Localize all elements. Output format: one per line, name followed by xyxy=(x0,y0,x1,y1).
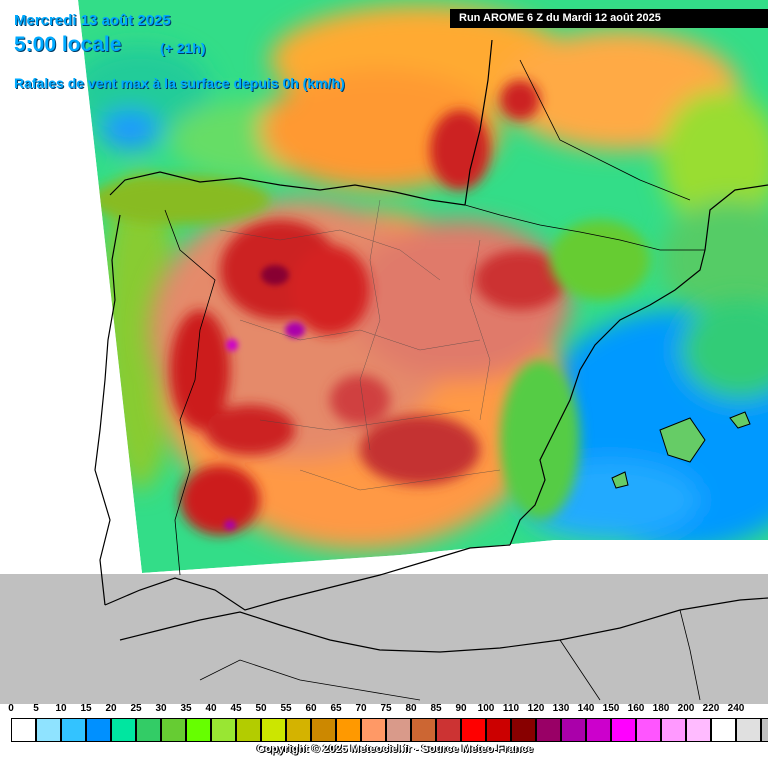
regional-boundaries xyxy=(219,199,501,491)
legend-swatch xyxy=(586,718,611,742)
legend-swatch xyxy=(611,718,636,742)
legend-label: 75 xyxy=(380,703,392,714)
legend-swatch xyxy=(286,718,311,742)
legend-swatch xyxy=(161,718,186,742)
legend-label: 35 xyxy=(180,703,192,714)
legend-label: 20 xyxy=(105,703,117,714)
legend-swatch xyxy=(686,718,711,742)
legend-swatch xyxy=(561,718,586,742)
legend-swatch xyxy=(236,718,261,742)
legend-swatch xyxy=(361,718,386,742)
legend-swatch xyxy=(11,718,36,742)
legend-label: 220 xyxy=(702,703,720,714)
gust-field xyxy=(78,0,768,573)
legend-label: 120 xyxy=(527,703,545,714)
legend-label: 80 xyxy=(405,703,417,714)
legend-swatch xyxy=(136,718,161,742)
legend-label: 55 xyxy=(280,703,292,714)
legend-swatch xyxy=(636,718,661,742)
forecast-time: 5:00 locale xyxy=(14,33,122,56)
legend-label: 60 xyxy=(305,703,317,714)
legend-swatch xyxy=(261,718,286,742)
legend-label: 30 xyxy=(155,703,167,714)
legend-label: 200 xyxy=(677,703,695,714)
legend-swatch xyxy=(761,718,768,742)
legend-label: 40 xyxy=(205,703,217,714)
legend-label: 140 xyxy=(577,703,595,714)
legend-swatch xyxy=(211,718,236,742)
no-data-area xyxy=(0,0,142,574)
legend-swatch xyxy=(661,718,686,742)
legend-swatch xyxy=(36,718,61,742)
legend-label: 100 xyxy=(477,703,495,714)
model-run-label: Run AROME 6 Z du Mardi 12 août 2025 xyxy=(450,9,768,28)
legend-label: 130 xyxy=(552,703,570,714)
legend-label: 90 xyxy=(455,703,467,714)
legend-label: 25 xyxy=(130,703,142,714)
legend-label: 0 xyxy=(8,703,14,714)
color-legend: 0 5 10 15 20 25 30 35 40 45 50 55 60 65 70 75 80 85 90 100 1… xyxy=(0,703,768,743)
legend-label: 240 xyxy=(727,703,745,714)
legend-label: 10 xyxy=(55,703,67,714)
legend-label: 70 xyxy=(355,703,367,714)
legend-swatch xyxy=(386,718,411,742)
legend-swatch xyxy=(311,718,336,742)
legend-swatch xyxy=(411,718,436,742)
legend-swatch xyxy=(711,718,736,742)
legend-swatch xyxy=(511,718,536,742)
legend-swatch xyxy=(61,718,86,742)
legend-label: 150 xyxy=(602,703,620,714)
legend-label: 45 xyxy=(230,703,242,714)
legend-swatch xyxy=(736,718,761,742)
legend-swatch xyxy=(86,718,111,742)
forecast-date: Mercredi 13 août 2025 xyxy=(14,12,171,29)
legend-label: 50 xyxy=(255,703,267,714)
legend-label: 65 xyxy=(330,703,342,714)
legend-swatch xyxy=(536,718,561,742)
legend-label: 85 xyxy=(430,703,442,714)
legend-label: 110 xyxy=(502,703,520,714)
legend-swatch xyxy=(111,718,136,742)
legend-swatch xyxy=(461,718,486,742)
copyright-text: Copyright © 2025 Meteociel.fr - Source M… xyxy=(256,743,534,755)
lead-time: (+ 21h) xyxy=(160,40,206,56)
borders xyxy=(164,59,705,701)
legend-swatch xyxy=(336,718,361,742)
legend-label: 15 xyxy=(80,703,92,714)
legend-swatch xyxy=(186,718,211,742)
legend-label: 180 xyxy=(652,703,670,714)
parameter-title: Rafales de vent max à la surface depuis … xyxy=(14,75,345,91)
legend-label: 160 xyxy=(627,703,645,714)
legend-label: 5 xyxy=(33,703,39,714)
legend-swatch xyxy=(436,718,461,742)
legend-swatch xyxy=(486,718,511,742)
coastlines xyxy=(94,39,768,653)
